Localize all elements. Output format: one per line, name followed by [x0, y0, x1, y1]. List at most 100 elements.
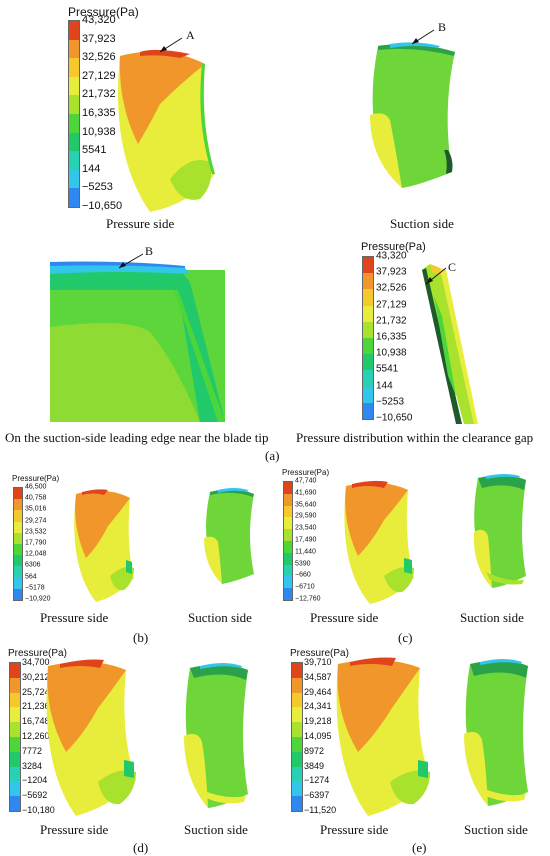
legend-swatch	[69, 76, 79, 96]
legend-swatch	[69, 21, 79, 40]
legend-swatch	[10, 736, 20, 752]
legend-swatch	[69, 113, 79, 133]
legend-swatch	[69, 169, 79, 189]
legend-color-bar	[291, 662, 303, 812]
marker-a: A	[186, 28, 195, 42]
legend-tick: 23,532	[25, 528, 47, 536]
legend-tick: 144	[376, 380, 393, 392]
legend-tick: −5253	[82, 181, 113, 194]
marker-c-arrow	[425, 267, 447, 285]
legend-tick: −5253	[376, 396, 405, 408]
legend-tick: −10,650	[376, 412, 413, 424]
panel-label-a: (a)	[265, 448, 280, 463]
caption-suction-side: Suction side	[390, 216, 454, 231]
legend-tick: −10,180	[22, 805, 55, 815]
legend-swatch	[14, 488, 22, 500]
legend-swatch	[14, 544, 22, 556]
legend-tick: 46,500	[25, 483, 47, 491]
legend-tick: 17,490	[295, 536, 317, 544]
legend-tick: −12,760	[295, 595, 321, 603]
legend-tick: 37,923	[82, 32, 116, 45]
legend-tick: 29,464	[304, 686, 332, 697]
caption-pressure-side: Pressure side	[40, 822, 109, 837]
legend-title: Pressure(Pa)	[282, 468, 330, 477]
legend-tick: −11,520	[304, 805, 337, 815]
legend-tick: −6710	[295, 583, 315, 591]
legend-swatch	[284, 564, 292, 577]
legend-tick: 12,260	[22, 731, 50, 741]
legend-swatch	[284, 493, 292, 506]
legend-tick: 27,129	[376, 299, 407, 311]
marker-b-zoom: B	[145, 244, 154, 258]
pressure-side-blade	[74, 489, 134, 602]
legend-tick: 19,218	[304, 716, 332, 727]
legend-swatch	[14, 577, 22, 589]
legend-tick: 8972	[304, 745, 325, 756]
legend-tick: 35,016	[25, 505, 47, 513]
marker-b-arrow	[411, 29, 435, 45]
legend-swatch	[292, 751, 302, 767]
panel-label-b: (b)	[133, 630, 149, 645]
legend-swatch	[363, 386, 373, 403]
legend-tick: −6397	[304, 790, 330, 801]
pressure-side-blade	[336, 657, 430, 816]
legend-color-bar	[9, 662, 21, 812]
legend-swatch	[284, 588, 292, 600]
legend-swatch	[69, 58, 79, 77]
legend-swatch	[69, 95, 79, 114]
panel-label-e: (e)	[412, 840, 427, 855]
legend-tick: −10,920	[25, 595, 51, 603]
caption-pressure-side: Pressure side	[40, 610, 109, 625]
legend-tick: 41,690	[295, 489, 317, 497]
legend-swatch	[292, 722, 302, 737]
legend-tick: −5692	[22, 790, 48, 801]
legend-tick: 14,095	[304, 731, 332, 741]
legend-swatch	[284, 517, 292, 530]
legend-swatch	[363, 370, 373, 387]
legend-swatch	[69, 132, 79, 152]
legend-tick: 37,923	[376, 266, 407, 278]
legend-swatch	[363, 402, 373, 420]
legend-swatch	[10, 692, 20, 708]
legend-swatch	[292, 736, 302, 752]
legend-tick: −1204	[22, 775, 48, 786]
legend-swatch	[10, 663, 20, 678]
caption-clearance-gap: Pressure distribution within the clearan…	[296, 430, 534, 445]
legend-swatch	[292, 677, 302, 693]
legend-swatch	[10, 766, 20, 782]
legend-color-bar	[13, 487, 23, 601]
legend-swatch	[10, 751, 20, 767]
legend-tick: 32,526	[376, 282, 407, 294]
legend-tick: 35,640	[295, 501, 317, 509]
legend-tick: 11,440	[295, 548, 316, 556]
caption-pressure-side: Pressure side	[106, 216, 175, 231]
legend-swatch	[292, 766, 302, 782]
legend-tick: 16,748	[22, 716, 50, 727]
caption-suction-side: Suction side	[188, 610, 252, 625]
legend-tick: 5541	[82, 144, 107, 157]
leading-edge-zoom	[50, 261, 225, 422]
legend-swatch	[14, 588, 22, 601]
legend-title: Pressure(Pa)	[361, 241, 426, 253]
marker-c: C	[448, 260, 457, 274]
legend-swatch	[69, 151, 79, 170]
suction-side-blade	[184, 663, 248, 808]
legend-tick: 16,335	[82, 107, 116, 119]
legend-tick: 3284	[22, 760, 43, 771]
legend-tick: 43,320	[82, 14, 116, 26]
legend-swatch	[363, 305, 373, 322]
legend-swatch	[14, 521, 22, 533]
legend-tick: 3849	[304, 760, 325, 771]
legend-swatch	[14, 499, 22, 511]
legend-tick: 24,341	[304, 701, 332, 712]
caption-suction-side: Suction side	[184, 822, 248, 837]
legend-color-bar	[68, 20, 80, 208]
legend-swatch	[14, 532, 22, 545]
pressure-side-blade	[118, 49, 215, 212]
legend-title: Pressure(Pa)	[290, 648, 349, 659]
legend-swatch	[69, 188, 79, 207]
legend-swatch	[292, 692, 302, 708]
caption-leading-edge: On the suction-side leading edge near th…	[5, 430, 269, 445]
marker-b: B	[438, 20, 447, 34]
legend-tick: 10,938	[82, 125, 116, 138]
